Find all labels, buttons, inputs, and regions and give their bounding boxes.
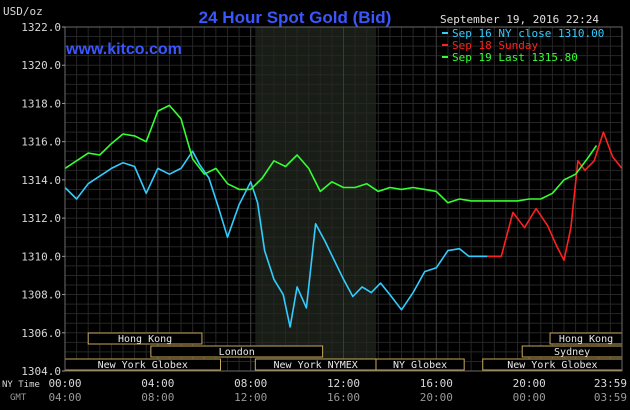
x-tick-label-gmt: 04:00 [48,391,81,404]
y-tick-label: 1312.0 [21,212,61,225]
axes: 1322.0 1320.0 1318.0 1316.0 1314.0 1312.0 1310… [21,21,627,404]
x-tick-label-ny: 20:00 [513,377,546,390]
x-tick-label-ny: 12:00 [327,377,360,390]
x-axis-label-gmt: GMT [10,393,27,403]
grid [64,26,623,372]
session-box [87,332,203,345]
y-tick-label: 1322.0 [21,21,61,34]
y-tick-label: 1310.0 [21,250,61,263]
y-tick-label: 1306.0 [21,327,61,340]
x-tick-label-gmt: 03:59 [594,391,627,404]
x-tick-label-ny: 16:00 [420,377,453,390]
watermark: www.kitco.com [65,41,182,58]
series-layer [64,104,623,328]
session-label: London [219,347,255,358]
units-label: USD/oz [3,5,43,18]
session-label: Hong Kong [118,334,172,345]
session-box [150,345,324,358]
y-tick-label: 1316.0 [21,136,61,149]
chart-title: 24 Hour Spot Gold (Bid) [199,8,392,27]
y-tick-label: 1308.0 [21,289,61,302]
plot-frame [64,26,623,372]
session-label: Sydney [554,347,590,358]
x-tick-label-ny: 08:00 [234,377,267,390]
x-tick-label-ny: 23:59 [594,377,627,390]
chart-datetime: September 19, 2016 22:24 [440,13,599,26]
session-label: NY Globex [393,360,447,371]
legend-entry: Sep 19 Last 1315.80 [452,51,578,64]
series-line-3 [64,104,598,204]
x-tick-label-gmt: 20:00 [420,391,453,404]
x-tick-label-gmt: 16:00 [327,391,360,404]
market-sessions: Hong Kong Hong Kong London Sydney New York G… [64,332,623,371]
session-label: New York Globex [98,360,188,371]
x-tick-label-ny: 04:00 [141,377,174,390]
session-label: New York Globex [507,360,597,371]
series-line-1 [64,150,488,328]
y-tick-label: 1318.0 [21,97,61,110]
legend-entry: Sep 16 NY close 1310.00 [452,27,604,40]
series-line-2 [487,131,623,262]
x-tick-label-gmt: 00:00 [513,391,546,404]
y-tick-label: 1314.0 [21,174,61,187]
x-axis-label-ny-time: NY Time [2,380,40,390]
session-label: Hong Kong [559,334,613,345]
legend-entry: Sep 18 Sunday [452,39,538,52]
session-box [375,358,465,371]
x-tick-label-gmt: 08:00 [141,391,174,404]
y-tick-label: 1304.0 [21,365,61,378]
x-tick-label-ny: 00:00 [48,377,81,390]
session-label: New York NYMEX [274,360,358,371]
x-tick-label-gmt: 12:00 [234,391,267,404]
y-tick-label: 1320.0 [21,59,61,72]
